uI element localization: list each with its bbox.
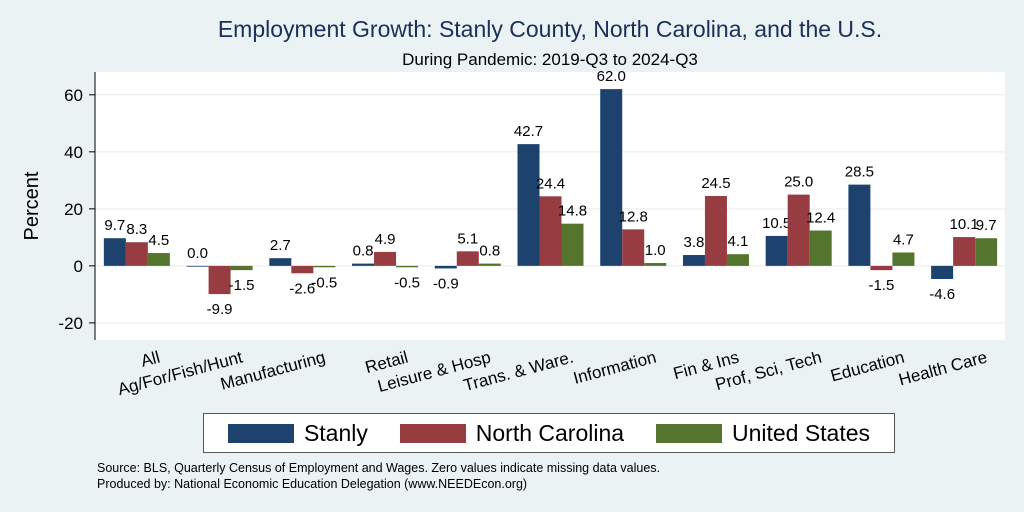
bar-north-carolina <box>622 229 645 266</box>
legend-item-stanly: Stanly <box>227 419 368 447</box>
data-label-stanly: 2.7 <box>270 237 291 254</box>
data-label-stanly: 28.5 <box>845 164 874 181</box>
legend: Stanly North Carolina United States <box>203 413 895 453</box>
data-label-united-states: 9.7 <box>976 217 997 234</box>
data-label-united-states: 14.8 <box>558 203 587 220</box>
y-tick-label: 0 <box>74 257 83 276</box>
bar-stanly <box>269 258 292 266</box>
data-label-north-carolina: -9.9 <box>207 301 233 318</box>
legend-item-north-carolina: North Carolina <box>399 419 625 447</box>
bar-stanly <box>517 144 540 266</box>
bar-united-states <box>147 253 170 266</box>
data-label-stanly: 10.5 <box>762 215 791 232</box>
data-label-north-carolina: -1.5 <box>868 277 894 294</box>
legend-swatch-stanly <box>227 423 294 443</box>
x-tick-label: Health Care <box>897 348 990 390</box>
bar-united-states <box>809 230 832 266</box>
y-tick-label: 40 <box>64 143 83 162</box>
data-label-united-states: 4.1 <box>728 233 749 250</box>
bar-north-carolina <box>208 265 231 295</box>
bar-united-states <box>313 265 336 268</box>
data-label-north-carolina: 4.9 <box>375 231 396 248</box>
bar-united-states <box>975 238 998 266</box>
bar-stanly <box>434 265 457 269</box>
data-label-stanly: -4.6 <box>929 286 955 303</box>
bar-north-carolina <box>787 194 810 266</box>
bar-north-carolina <box>870 265 893 271</box>
bar-united-states <box>644 263 667 266</box>
bar-stanly <box>848 184 871 266</box>
bar-united-states <box>478 263 501 266</box>
x-tick-label: Information <box>571 348 658 388</box>
chart-subtitle: During Pandemic: 2019-Q3 to 2024-Q3 <box>402 50 698 69</box>
data-label-north-carolina: 24.4 <box>536 175 565 192</box>
x-tick-label: Education <box>828 348 906 386</box>
bar-stanly <box>682 255 705 266</box>
data-label-north-carolina: 24.5 <box>701 175 730 192</box>
bar-north-carolina <box>704 196 727 266</box>
bar-united-states <box>230 265 253 271</box>
legend-swatch-united-states <box>655 423 722 443</box>
footnote: Source: BLS, Quarterly Census of Employm… <box>97 460 660 492</box>
data-label-stanly: 0.8 <box>353 243 374 260</box>
data-label-stanly: 62.0 <box>597 68 626 85</box>
data-label-united-states: 1.0 <box>645 242 666 259</box>
bar-stanly <box>765 235 788 266</box>
data-label-united-states: 0.8 <box>479 243 500 260</box>
bar-north-carolina <box>539 196 562 266</box>
legend-item-united-states: United States <box>655 419 871 447</box>
data-label-united-states: 4.7 <box>893 231 914 248</box>
data-label-stanly: 3.8 <box>684 234 705 251</box>
legend-label-stanly: Stanly <box>303 419 368 446</box>
data-label-united-states: 12.4 <box>806 210 835 227</box>
y-tick-label: 60 <box>64 86 83 105</box>
y-tick-label: 20 <box>64 200 83 219</box>
bar-united-states <box>561 223 584 266</box>
legend-swatch-north-carolina <box>399 423 466 443</box>
data-label-stanly: 42.7 <box>514 123 543 140</box>
y-axis-label: Percent <box>21 171 43 240</box>
bar-united-states <box>892 252 915 266</box>
data-label-north-carolina: 12.8 <box>619 208 648 225</box>
bar-stanly <box>931 265 954 279</box>
data-label-north-carolina: 5.1 <box>457 230 478 247</box>
bar-north-carolina <box>291 265 314 274</box>
bar-stanly <box>600 89 623 266</box>
legend-label-united-states: United States <box>731 419 871 446</box>
data-label-north-carolina: -2.6 <box>289 280 315 297</box>
data-label-north-carolina: 10.1 <box>950 216 979 233</box>
data-label-stanly: 0.0 <box>187 245 208 262</box>
bar-north-carolina <box>125 242 148 266</box>
footnote-source: Source: BLS, Quarterly Census of Employm… <box>97 461 661 475</box>
data-label-stanly: 9.7 <box>104 217 125 234</box>
chart-title: Employment Growth: Stanly County, North … <box>217 16 883 42</box>
bar-north-carolina <box>374 251 397 266</box>
data-label-united-states: -0.5 <box>311 274 337 291</box>
footnote-producer: Produced by: National Economic Education… <box>97 477 528 491</box>
data-label-united-states: -0.5 <box>394 274 420 291</box>
bar-stanly <box>103 238 126 266</box>
bar-north-carolina <box>456 251 479 266</box>
y-tick-label: -20 <box>58 314 83 333</box>
data-label-north-carolina: 8.3 <box>126 221 147 238</box>
data-label-stanly: -0.9 <box>433 275 459 292</box>
x-tick-label: All <box>139 348 162 371</box>
data-label-north-carolina: 25.0 <box>784 174 813 191</box>
bar-stanly <box>186 265 209 267</box>
data-label-united-states: -1.5 <box>229 277 255 294</box>
legend-label-north-carolina: North Carolina <box>475 419 625 446</box>
bar-united-states <box>726 254 749 266</box>
data-label-united-states: 4.5 <box>148 232 169 249</box>
bar-united-states <box>396 265 419 268</box>
bar-stanly <box>352 263 375 266</box>
bar-north-carolina <box>953 237 976 266</box>
